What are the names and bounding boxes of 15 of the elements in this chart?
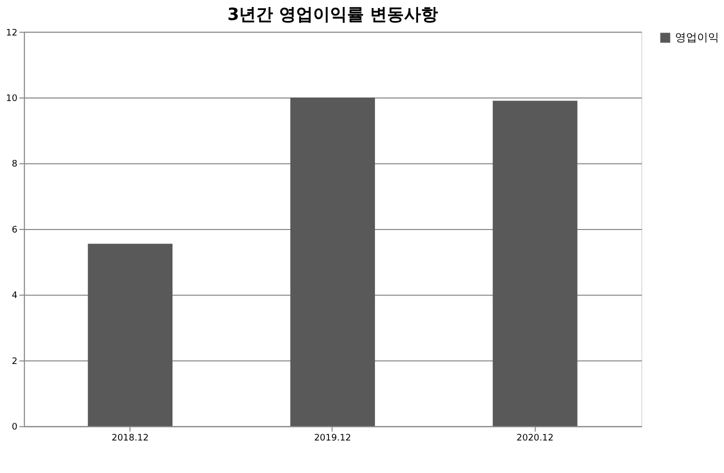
y-tick-label: 0	[12, 422, 18, 433]
legend-label: 영업이익	[675, 30, 720, 44]
x-tick-label: 2019.12	[314, 434, 352, 444]
y-tick-label: 8	[12, 160, 18, 170]
x-tick-label: 2020.12	[516, 434, 554, 444]
bar	[492, 100, 578, 426]
y-tick-label: 6	[12, 225, 18, 236]
chart-title: 3년간 영업이익률 변동사항	[227, 4, 438, 24]
bar	[88, 244, 173, 426]
y-tick-label: 10	[6, 94, 18, 104]
y-tick-label: 2	[12, 356, 18, 367]
y-tick-label: 12	[6, 28, 18, 38]
bar	[290, 98, 375, 426]
y-tick-label: 4	[12, 291, 18, 302]
x-tick-label: 2018.12	[112, 434, 149, 444]
